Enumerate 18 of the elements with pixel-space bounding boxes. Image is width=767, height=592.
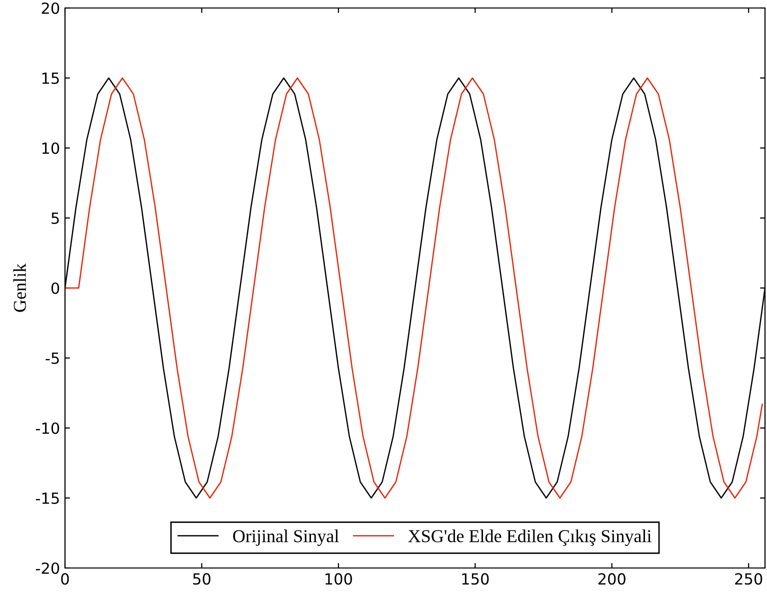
x-tick-label: 150 <box>462 573 489 585</box>
y-tick-label: -10 <box>36 422 60 434</box>
y-tick-label: 20 <box>42 2 60 14</box>
legend-label: XSG'de Elde Edilen Çıkış Sinyali <box>408 530 652 546</box>
y-tick-label: 0 <box>51 282 60 294</box>
y-tick-label: -20 <box>36 562 60 574</box>
y-tick-label: 15 <box>42 72 59 84</box>
x-tick-label: 0 <box>61 573 69 585</box>
x-tick-label: 50 <box>193 573 210 585</box>
y-tick-label: 10 <box>42 142 60 154</box>
x-tick-label: 200 <box>598 573 626 585</box>
x-tick-label: 250 <box>735 573 762 585</box>
y-axis-title: Genlik <box>13 263 26 312</box>
y-tick-label: -5 <box>46 352 59 364</box>
y-tick-label: 5 <box>52 212 59 224</box>
legend-label: Orijinal Sinyal <box>233 530 339 546</box>
x-tick-label: 100 <box>326 573 352 585</box>
y-tick-label: -15 <box>36 492 59 504</box>
